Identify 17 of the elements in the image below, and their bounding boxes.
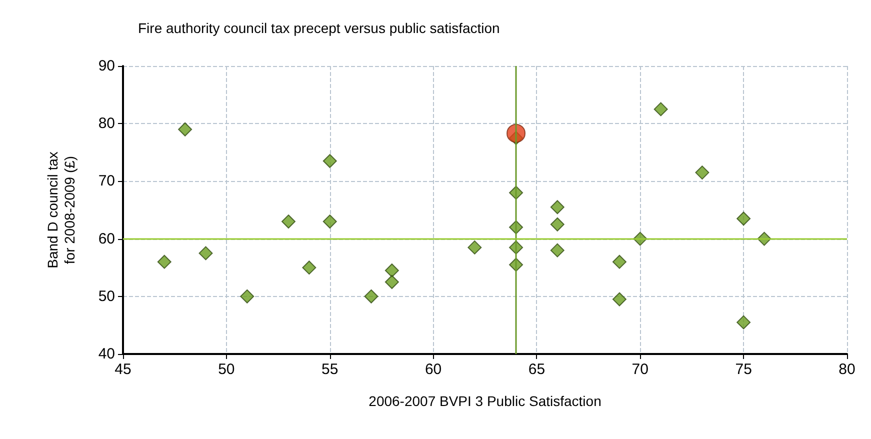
y-tick-label: 70: [98, 172, 115, 190]
x-tick-label: 60: [424, 361, 442, 378]
x-tick-label: 70: [632, 361, 648, 378]
x-tick-label: 45: [114, 361, 132, 378]
x-tick-label: 65: [528, 361, 546, 378]
chart-title: Fire authority council tax precept versus public satisfaction: [138, 20, 500, 36]
y-tick-label: 60: [98, 230, 115, 248]
x-tick-label: 80: [838, 361, 856, 378]
y-tick-label: 90: [98, 58, 115, 74]
x-tick-label: 75: [735, 361, 752, 378]
x-axis-title: 2006-2007 BVPI 3 Public Satisfaction: [368, 393, 602, 409]
y-tick-label: 80: [98, 115, 115, 132]
x-tick-label: 50: [218, 361, 235, 378]
y-axis-title: Band D council tax for 2008-2009 (£): [44, 152, 78, 268]
y-tick-label: 50: [98, 288, 115, 305]
x-tick-label: 55: [322, 361, 338, 378]
y-tick-label: 40: [98, 346, 115, 362]
